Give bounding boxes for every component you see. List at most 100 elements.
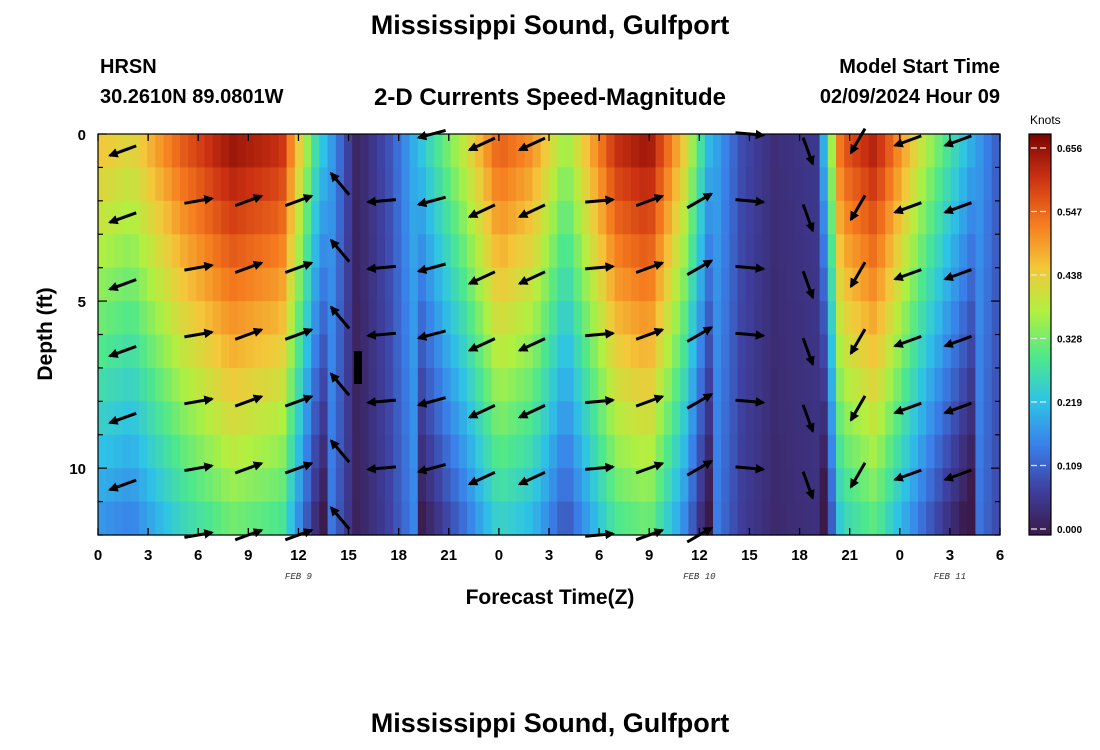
heatmap-cell — [729, 468, 739, 503]
heatmap-cell — [368, 200, 378, 235]
heatmap-cell — [647, 167, 657, 202]
heatmap-cell — [663, 334, 673, 369]
heatmap-cell — [130, 434, 140, 469]
heatmap-cell — [893, 401, 903, 436]
colorbar-tick-label: 0.328 — [1057, 335, 1082, 346]
station-id: HRSN — [100, 56, 157, 78]
heatmap-cell — [483, 234, 493, 269]
heatmap-cell — [975, 401, 985, 436]
current-vector — [686, 259, 714, 276]
heatmap-cell — [819, 501, 829, 536]
current-vector — [943, 201, 972, 215]
heatmap-cell — [704, 434, 714, 469]
heatmap-cell — [942, 401, 952, 436]
heatmap-cell — [606, 367, 616, 402]
heatmap-cell — [360, 134, 370, 169]
heatmap-cell — [647, 434, 657, 469]
heatmap-cell — [270, 334, 279, 369]
heatmap-cell — [909, 468, 919, 503]
heatmap-cell — [680, 501, 689, 536]
heatmap-cell — [786, 234, 796, 269]
heatmap-cell — [491, 401, 501, 436]
heatmap-cell — [786, 134, 796, 169]
heatmap-cell — [893, 134, 903, 169]
heatmap-cell — [278, 134, 288, 169]
heatmap-cell — [745, 434, 755, 469]
heatmap-cell — [770, 200, 780, 235]
heatmap-cell — [762, 167, 771, 202]
heatmap-cell — [467, 301, 476, 336]
heatmap-cell — [147, 501, 156, 536]
heatmap-cell — [393, 301, 402, 336]
heatmap-cell — [754, 267, 763, 302]
heatmap-cell — [696, 367, 706, 402]
heatmap-cell — [352, 301, 361, 336]
heatmap-cell — [729, 367, 739, 402]
heatmap-cell — [868, 167, 878, 202]
heatmap-cell — [155, 501, 165, 536]
heatmap-cell — [475, 134, 484, 169]
heatmap-cell — [294, 301, 304, 336]
colorbar-tick-label: 0.438 — [1057, 271, 1082, 282]
heatmap-cell — [721, 334, 730, 369]
heatmap-cell — [426, 200, 435, 235]
heatmap-cell — [491, 267, 501, 302]
heatmap-cell — [278, 234, 288, 269]
heatmap-cell — [844, 367, 853, 402]
heatmap-cell — [491, 200, 501, 235]
heatmap-cell — [844, 501, 853, 536]
current-vector — [849, 127, 867, 155]
current-vector — [893, 201, 922, 215]
heatmap-cell — [303, 468, 312, 503]
heatmap-cell — [188, 267, 197, 302]
heatmap-cell — [401, 434, 411, 469]
heatmap-cell — [581, 134, 591, 169]
heatmap-cell — [327, 401, 337, 436]
heatmap-cell — [270, 367, 279, 402]
heatmap-cell — [844, 234, 853, 269]
heatmap-cell — [959, 468, 968, 503]
heatmap-cell — [688, 468, 698, 503]
heatmap-cell — [450, 200, 460, 235]
heatmap-cell — [245, 334, 255, 369]
heatmap-cell — [901, 334, 911, 369]
heatmap-cell — [491, 468, 501, 503]
heatmap-cell — [811, 167, 821, 202]
heatmap-cell — [696, 301, 706, 336]
heatmap-cell — [819, 234, 829, 269]
heatmap-cell — [467, 234, 476, 269]
heatmap-cell — [581, 334, 591, 369]
heatmap-cell — [647, 267, 657, 302]
heatmap-cell — [655, 501, 665, 536]
heatmap-cell — [417, 200, 427, 235]
heatmap-cell — [204, 501, 214, 536]
heatmap-cell — [253, 401, 263, 436]
current-vector — [686, 393, 714, 410]
heatmap-cell — [229, 267, 238, 302]
heatmap-cell — [319, 434, 329, 469]
heatmap-cell — [770, 468, 780, 503]
heatmap-cell — [303, 234, 312, 269]
heatmap-cell — [442, 434, 452, 469]
heatmap-cell — [918, 301, 927, 336]
heatmap-cell — [163, 301, 173, 336]
heatmap-cell — [614, 301, 624, 336]
heatmap-cell — [303, 267, 312, 302]
heatmap-cell — [376, 434, 386, 469]
heatmap-cell — [368, 401, 378, 436]
heatmap-cell — [393, 434, 402, 469]
heatmap-cell — [877, 468, 886, 503]
heatmap-cell — [98, 468, 107, 503]
current-vector — [184, 462, 214, 473]
heatmap-cell — [245, 167, 255, 202]
heatmap-cell — [918, 367, 927, 402]
heatmap-cell — [426, 267, 435, 302]
heatmap-cell — [991, 134, 1001, 169]
heatmap-cell — [532, 434, 542, 469]
heatmap-cell — [688, 434, 698, 469]
heatmap-cell — [532, 200, 542, 235]
heatmap-cell — [303, 401, 312, 436]
heatmap-cell — [270, 434, 279, 469]
heatmap-cell — [868, 134, 878, 169]
heatmap-cell — [581, 367, 591, 402]
